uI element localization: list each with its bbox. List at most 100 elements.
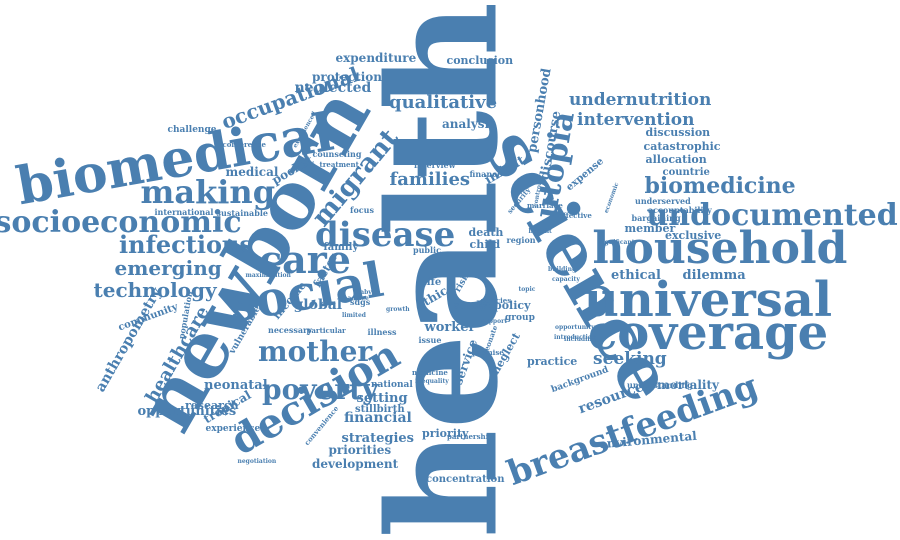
- word-seeking: seeking: [593, 348, 667, 369]
- word-poverty: poverty: [262, 373, 379, 406]
- word-international: international: [154, 207, 214, 217]
- word-household: household: [592, 223, 848, 274]
- word-exclusive: exclusive: [665, 228, 722, 242]
- word-neglected: neglected: [294, 80, 372, 96]
- word-technology: technology: [93, 278, 217, 302]
- word-disease: disease: [315, 215, 456, 255]
- word-sdgs: sdgs: [350, 297, 371, 307]
- word-expenditure: expenditure: [335, 51, 417, 65]
- word-policies: policies: [481, 295, 512, 305]
- word-allocation: allocation: [645, 152, 707, 166]
- word-treatment: treatment: [319, 159, 359, 169]
- word-setting: setting: [356, 390, 408, 406]
- word-ethical: ethical: [611, 267, 661, 283]
- word-analysis: analysis: [442, 117, 496, 131]
- word-child: child: [469, 237, 501, 251]
- word-medicine: medicine: [412, 367, 448, 377]
- word-focus: focus: [350, 205, 374, 215]
- word-bargaining: bargaining: [631, 213, 681, 223]
- word-accountability: accountability: [648, 205, 712, 215]
- word-public: public: [413, 245, 441, 255]
- word-marriage: marriage: [527, 200, 563, 210]
- word-discussion: discussion: [645, 125, 711, 139]
- word-topic: topic: [518, 286, 536, 293]
- word-socioeconomic: socioeconomic: [0, 205, 242, 240]
- word-global: global: [293, 297, 343, 313]
- word-interview: interview: [414, 160, 456, 170]
- word-medical: medical: [225, 165, 279, 179]
- word-death: death: [468, 225, 504, 239]
- word-making: making: [140, 173, 276, 211]
- word-priority: priority: [422, 426, 469, 440]
- word-development: development: [312, 457, 399, 471]
- word-counseling: counseling: [312, 149, 362, 159]
- word-support: support: [481, 318, 508, 325]
- word-including: including: [564, 336, 596, 343]
- word-opportunity: opportunity: [555, 324, 595, 331]
- word-partnership: partnership: [447, 431, 494, 441]
- word-illness: illness: [367, 327, 397, 337]
- word-promise: promise: [472, 347, 504, 357]
- word-financial: financial: [344, 410, 412, 426]
- word-practice: practice: [527, 354, 578, 368]
- word-study: study: [453, 298, 487, 312]
- word-limited: limited: [342, 312, 366, 319]
- word-neonatal: neonatal: [204, 377, 268, 393]
- word-policy: policy: [494, 298, 531, 312]
- word-necessary: necessary: [268, 325, 312, 335]
- word-conclusion: conclusion: [446, 53, 514, 67]
- word-underserved: underserved: [635, 196, 691, 206]
- word-particular: particular: [306, 325, 346, 335]
- word-finance: finance: [469, 169, 503, 179]
- word-life: life: [423, 277, 442, 288]
- word-negotiation: negotiation: [237, 458, 277, 465]
- word-worker: worker: [424, 319, 476, 335]
- word-concentration: concentration: [426, 474, 505, 485]
- word-understanding: understanding: [627, 380, 693, 390]
- word-region: region: [506, 235, 536, 245]
- word-issue: issue: [418, 335, 442, 345]
- word-group: group: [505, 312, 535, 323]
- word-intervention: intervention: [577, 109, 695, 130]
- word-effective: effective: [558, 210, 592, 220]
- word-challenge: challenge: [167, 124, 217, 135]
- word-national: national: [371, 379, 413, 390]
- word-member: member: [624, 221, 676, 235]
- word-case: case: [474, 300, 492, 310]
- word-mother: mother: [258, 335, 373, 368]
- word-emerging: emerging: [114, 256, 222, 280]
- word-advice: advice: [347, 295, 369, 302]
- word-catastrophic: catastrophic: [643, 139, 721, 153]
- word-dilemma: dilemma: [682, 267, 746, 283]
- word-experience: experience: [205, 423, 261, 434]
- word-mortality: mortality: [657, 378, 719, 392]
- word-building: building: [548, 266, 577, 273]
- word-biomedicine: biomedicine: [644, 173, 796, 199]
- word-family: family: [323, 242, 359, 253]
- word-coverage: coverage: [588, 305, 829, 361]
- word-stillbirth: stillbirth: [355, 404, 405, 415]
- word-growth: growth: [386, 306, 410, 313]
- word-baby: baby: [356, 289, 372, 296]
- word-opportunities: opportunities: [137, 403, 237, 419]
- word-benefit: benefit: [528, 228, 552, 235]
- word-undocumented: undocumented: [646, 198, 898, 233]
- word-priorities: priorities: [328, 443, 392, 457]
- word-qualitative: qualitative: [389, 92, 498, 113]
- word-research: research: [185, 398, 239, 412]
- word-inequality: inequality: [415, 378, 449, 385]
- word-conference: conference: [222, 139, 266, 149]
- word-families: families: [389, 169, 471, 190]
- word-capacity: capacity: [552, 276, 580, 283]
- word-significant: significant: [599, 239, 635, 246]
- word-universal: universal: [584, 272, 833, 328]
- word-countrie: countrie: [662, 167, 710, 178]
- word-maximisation: maximisation: [245, 272, 291, 279]
- word-infectious: infectious: [119, 230, 253, 259]
- word-economic: economic: [602, 181, 621, 215]
- word-undernutrition: undernutrition: [569, 89, 712, 110]
- word-introduction: introduction: [554, 334, 597, 341]
- word-sustainable: sustainable: [216, 208, 268, 218]
- word-care: care: [259, 237, 351, 282]
